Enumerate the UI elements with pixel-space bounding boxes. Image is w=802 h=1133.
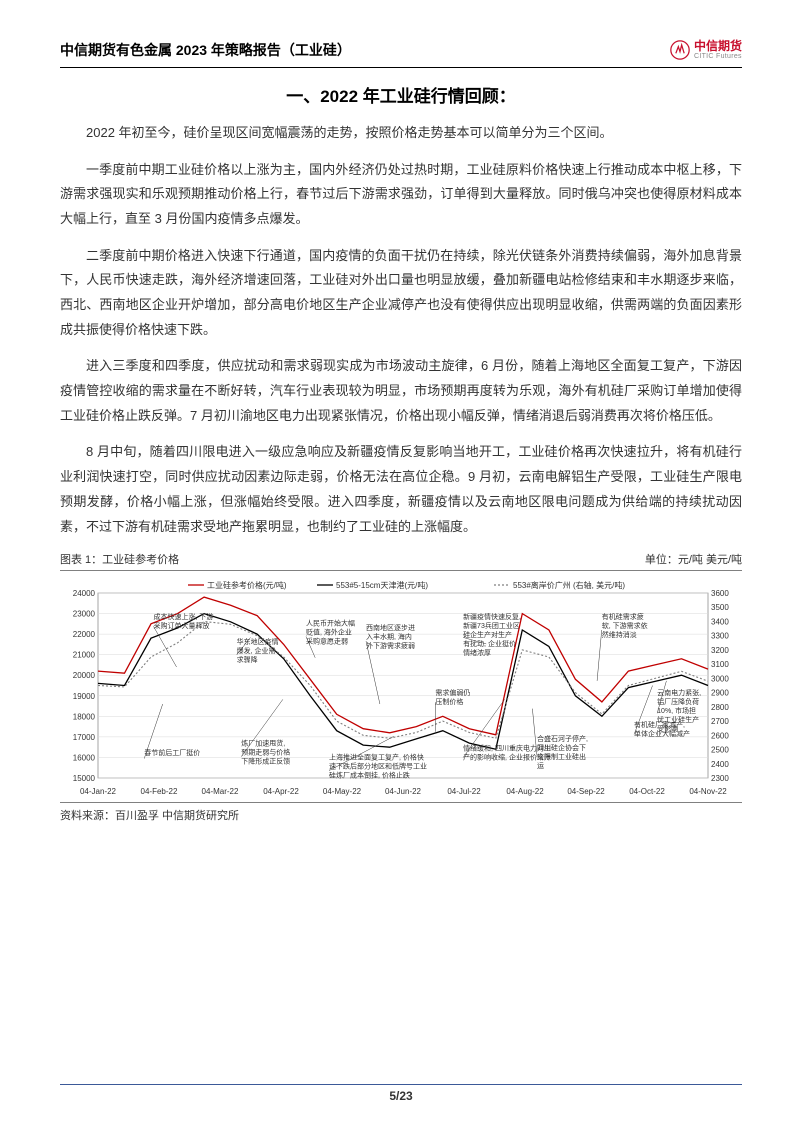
- svg-text:需求偏弱仍: 需求偏弱仍: [435, 688, 470, 697]
- svg-text:然维持消淡: 然维持消淡: [602, 630, 637, 639]
- logo-cn: 中信期货: [694, 40, 742, 53]
- svg-text:下降形成正反馈: 下降形成正反馈: [241, 757, 290, 766]
- svg-text:04-Mar-22: 04-Mar-22: [202, 787, 239, 796]
- paragraph: 进入三季度和四季度，供应扰动和需求弱现实成为市场波动主旋律，6 月份，随着上海地…: [60, 354, 742, 428]
- svg-text:成本快速上涨, 下游: 成本快速上涨, 下游: [153, 612, 213, 621]
- svg-text:有机硅需求疲: 有机硅需求疲: [602, 612, 644, 621]
- svg-text:压制价格: 压制价格: [435, 697, 463, 706]
- svg-text:2900: 2900: [711, 689, 729, 698]
- svg-text:2300: 2300: [711, 774, 729, 783]
- chart-title: 图表 1：工业硅参考价格: [60, 551, 179, 567]
- svg-text:入丰水期, 海内: 入丰水期, 海内: [366, 632, 412, 641]
- svg-text:速下跌后部分地区和低牌号工业: 速下跌后部分地区和低牌号工业: [329, 762, 427, 771]
- svg-text:西南地区逐步进: 西南地区逐步进: [366, 623, 415, 632]
- svg-text:3500: 3500: [711, 603, 729, 612]
- svg-text:春节前后工厂挺价: 春节前后工厂挺价: [144, 748, 200, 757]
- svg-text:受影响: 受影响: [657, 724, 678, 733]
- price-chart: 15000 16000 17000 18000 19000 20000 21000 22000…: [60, 575, 742, 800]
- svg-text:17000: 17000: [73, 733, 96, 742]
- svg-text:04-Oct-22: 04-Oct-22: [629, 787, 665, 796]
- logo-icon: [670, 40, 690, 60]
- page-header: 中信期货有色金属 2023 年策略报告（工业硅） 中信期货 CITIC Futu…: [60, 40, 742, 68]
- svg-text:04-Aug-22: 04-Aug-22: [506, 787, 544, 796]
- svg-text:文限制工业硅出: 文限制工业硅出: [537, 752, 586, 761]
- svg-text:3100: 3100: [711, 660, 729, 669]
- svg-text:2800: 2800: [711, 703, 729, 712]
- svg-text:云南电力紧张,: 云南电力紧张,: [657, 688, 701, 697]
- svg-text:铝厂压降负荷: 铝厂压降负荷: [657, 697, 699, 706]
- svg-text:04-Apr-22: 04-Apr-22: [263, 787, 299, 796]
- paragraph: 一季度前中期工业硅价格以上涨为主，国内外经济仍处过热时期，工业硅原料价格快速上行…: [60, 158, 742, 232]
- page-footer: 5/23: [0, 1084, 802, 1103]
- svg-text:3200: 3200: [711, 646, 729, 655]
- svg-text:19000: 19000: [73, 692, 96, 701]
- svg-text:2600: 2600: [711, 731, 729, 740]
- svg-text:15000: 15000: [73, 774, 96, 783]
- svg-text:上海推进全面复工复产, 价格快: 上海推进全面复工复产, 价格快: [329, 753, 424, 762]
- chart-unit: 单位：元/吨 美元/吨: [645, 551, 742, 567]
- svg-text:贬值, 海外企业: 贬值, 海外企业: [306, 628, 352, 637]
- chart-header: 图表 1：工业硅参考价格 单位：元/吨 美元/吨: [60, 551, 742, 571]
- svg-text:新疆73兵团工业区: 新疆73兵团工业区: [463, 621, 520, 630]
- svg-text:有扰动, 企业挺价: 有扰动, 企业挺价: [463, 639, 516, 648]
- svg-text:20000: 20000: [73, 671, 96, 680]
- svg-text:运: 运: [537, 762, 544, 770]
- svg-text:04-May-22: 04-May-22: [323, 787, 362, 796]
- svg-text:10%, 市场担: 10%, 市场担: [657, 706, 696, 715]
- svg-text:情绪浓厚: 情绪浓厚: [463, 648, 491, 657]
- svg-text:合盛石河子停产,: 合盛石河子停产,: [537, 734, 588, 743]
- svg-text:硅炼厂成本倒挂, 价格止跌: 硅炼厂成本倒挂, 价格止跌: [329, 771, 410, 780]
- svg-text:553#5-15cm天津港(元/吨): 553#5-15cm天津港(元/吨): [336, 580, 428, 590]
- svg-text:04-Nov-22: 04-Nov-22: [689, 787, 727, 796]
- section-title: 一、2022 年工业硅行情回顾：: [60, 82, 742, 107]
- svg-text:04-Jun-22: 04-Jun-22: [385, 787, 422, 796]
- svg-text:2400: 2400: [711, 760, 729, 769]
- logo-text: 中信期货 CITIC Futures: [694, 40, 742, 61]
- page-number: 5/23: [60, 1084, 742, 1103]
- svg-text:3000: 3000: [711, 675, 729, 684]
- logo: 中信期货 CITIC Futures: [670, 40, 742, 61]
- svg-text:3400: 3400: [711, 618, 729, 627]
- svg-text:04-Sep-22: 04-Sep-22: [567, 787, 605, 796]
- svg-text:21000: 21000: [73, 651, 96, 660]
- svg-text:人民币开始大幅: 人民币开始大幅: [306, 619, 355, 628]
- svg-text:22000: 22000: [73, 630, 96, 639]
- svg-text:18000: 18000: [73, 713, 96, 722]
- svg-text:04-Jan-22: 04-Jan-22: [80, 787, 117, 796]
- svg-text:3600: 3600: [711, 589, 729, 598]
- svg-text:外下游需求疲弱: 外下游需求疲弱: [366, 641, 415, 650]
- svg-text:预期走弱与价格: 预期走弱与价格: [241, 748, 290, 757]
- svg-text:采购订单大量释放: 采购订单大量释放: [153, 621, 209, 630]
- paragraph: 2022 年初至今，硅价呈现区间宽幅震荡的走势，按照价格走势基本可以简单分为三个…: [60, 121, 742, 146]
- svg-text:软, 下游需求依: 软, 下游需求依: [602, 621, 648, 630]
- svg-text:23000: 23000: [73, 610, 96, 619]
- svg-text:忧工业硅生产: 忧工业硅生产: [657, 715, 699, 724]
- svg-text:2700: 2700: [711, 717, 729, 726]
- svg-text:04-Feb-22: 04-Feb-22: [141, 787, 178, 796]
- svg-text:工业硅参考价格(元/吨): 工业硅参考价格(元/吨): [207, 580, 287, 590]
- paragraph: 8 月中旬，随着四川限电进入一级应急响应及新疆疫情反复影响当地开工，工业硅价格再…: [60, 440, 742, 539]
- chart-svg: 15000 16000 17000 18000 19000 20000 21000 22000…: [60, 575, 742, 800]
- svg-text:求骤降: 求骤降: [237, 655, 258, 664]
- svg-text:3300: 3300: [711, 632, 729, 641]
- svg-text:四川硅企协会下: 四川硅企协会下: [537, 743, 586, 752]
- svg-text:采购意愿走弱: 采购意愿走弱: [306, 637, 348, 646]
- chart-source: 资料来源：百川盈孚 中信期货研究所: [60, 802, 742, 823]
- svg-text:553#离岸价广州 (右轴, 美元/吨): 553#离岸价广州 (右轴, 美元/吨): [513, 580, 625, 590]
- svg-text:硅企生产对生产: 硅企生产对生产: [463, 630, 512, 639]
- svg-text:爆发, 企业需: 爆发, 企业需: [237, 646, 276, 655]
- logo-en: CITIC Futures: [694, 53, 742, 61]
- svg-text:炼厂加速甩货,: 炼厂加速甩货,: [241, 739, 285, 748]
- header-title: 中信期货有色金属 2023 年策略报告（工业硅）: [60, 40, 351, 60]
- svg-text:16000: 16000: [73, 754, 96, 763]
- paragraph: 二季度前中期价格进入快速下行通道，国内疫情的负面干扰仍在持续，除光伏链条外消费持…: [60, 244, 742, 343]
- svg-text:新疆疫情快速反复,: 新疆疫情快速反复,: [463, 612, 521, 621]
- svg-text:华东地区疫情: 华东地区疫情: [237, 637, 279, 646]
- svg-text:24000: 24000: [73, 589, 96, 598]
- svg-text:04-Jul-22: 04-Jul-22: [447, 787, 481, 796]
- svg-text:2500: 2500: [711, 746, 729, 755]
